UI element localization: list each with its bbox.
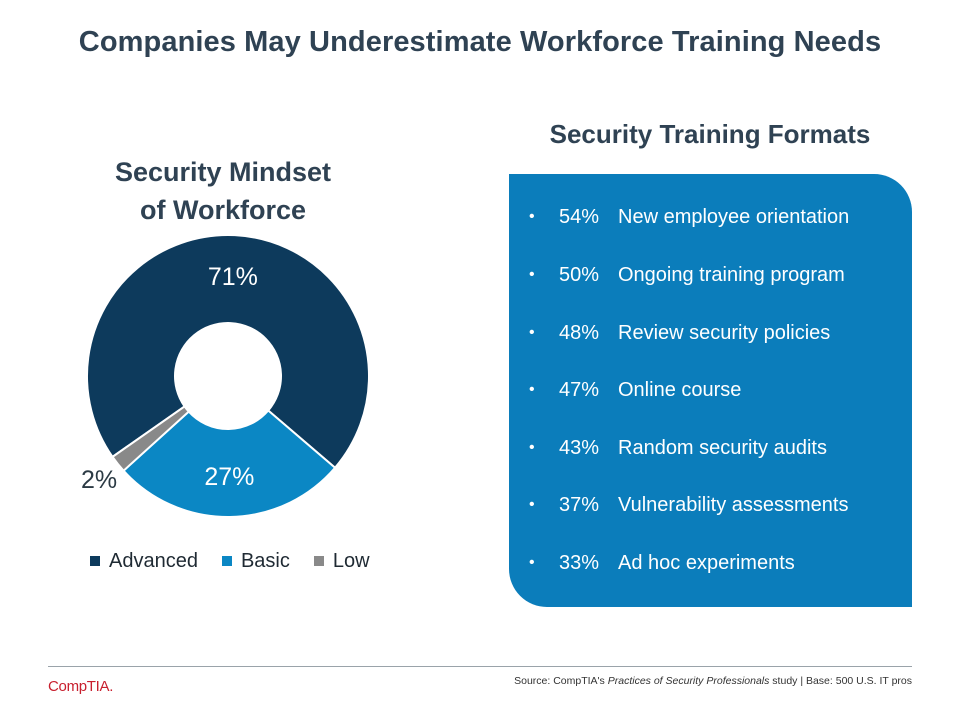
source-note: Source: CompTIA's Practices of Security …: [514, 675, 912, 687]
legend-label-advanced: Advanced: [109, 549, 198, 572]
bullet-icon: •: [529, 266, 535, 283]
donut-legend: Advanced Basic Low: [90, 549, 370, 573]
donut-slice-low: [111, 405, 191, 473]
format-row: • 37% Vulnerability assessments: [509, 492, 848, 518]
format-row: • 48% Review security policies: [509, 320, 830, 346]
format-label: Random security audits: [618, 436, 827, 459]
format-percent: 37%: [559, 493, 600, 516]
legend-item-advanced: Advanced: [90, 550, 198, 573]
legend-swatch-basic: [221, 556, 232, 566]
donut-label-low: 2%: [81, 466, 117, 494]
format-label: Vulnerability assessments: [618, 493, 849, 516]
format-row: • 54% New employee orientation: [509, 204, 849, 230]
format-label: New employee orientation: [618, 205, 850, 228]
donut-chart-title-line-2: of Workforce: [139, 195, 307, 225]
formats-panel: • 54% New employee orientation • 50% Ong…: [509, 174, 912, 607]
bullet-icon: •: [529, 208, 535, 225]
donut-chart-title-line-1: Security Mindset: [114, 157, 332, 187]
format-row: • 50% Ongoing training program: [509, 262, 845, 288]
format-percent: 48%: [559, 321, 600, 344]
format-label: Review security policies: [618, 321, 831, 344]
bullet-icon: •: [529, 439, 535, 456]
format-label: Ongoing training program: [618, 263, 845, 286]
format-percent: 33%: [559, 551, 600, 574]
bullet-icon: •: [529, 496, 535, 513]
format-percent: 47%: [559, 378, 600, 401]
legend-label-low: Low: [332, 549, 370, 572]
comptia-logo: CompTIA.: [48, 678, 114, 695]
bullet-icon: •: [529, 324, 535, 341]
format-row: • 43% Random security audits: [509, 435, 827, 461]
format-percent: 54%: [559, 205, 600, 228]
format-percent: 50%: [559, 263, 600, 286]
legend-swatch-advanced: [90, 556, 100, 566]
donut-label-advanced: 71%: [208, 263, 258, 291]
donut-chart: 71% 27% 2%: [81, 234, 370, 518]
source-prefix: Source: CompTIA's: [514, 675, 608, 687]
donut-slice-basic: [122, 409, 337, 518]
donut-slice-advanced: [86, 234, 370, 470]
source-study-name: Practices of Security Professionals: [607, 675, 770, 687]
format-label: Ad hoc experiments: [618, 551, 795, 574]
slide-title: Companies May Underestimate Workforce Tr…: [78, 26, 882, 58]
format-percent: 43%: [559, 436, 600, 459]
format-label: Online course: [618, 378, 742, 401]
formats-panel-title: Security Training Formats: [549, 119, 871, 149]
donut-label-basic: 27%: [204, 463, 254, 491]
bullet-icon: •: [529, 381, 535, 398]
legend-label-basic: Basic: [240, 549, 290, 572]
legend-item-low: Low: [313, 549, 370, 573]
source-suffix: study | Base: 500 U.S. IT pros: [769, 675, 912, 687]
format-row: • 33% Ad hoc experiments: [509, 550, 795, 576]
bullet-icon: •: [529, 554, 535, 571]
format-row: • 47% Online course: [509, 377, 741, 403]
legend-swatch-low: [313, 556, 324, 566]
footer-divider: [48, 666, 912, 667]
legend-item-basic: Basic: [221, 549, 290, 573]
